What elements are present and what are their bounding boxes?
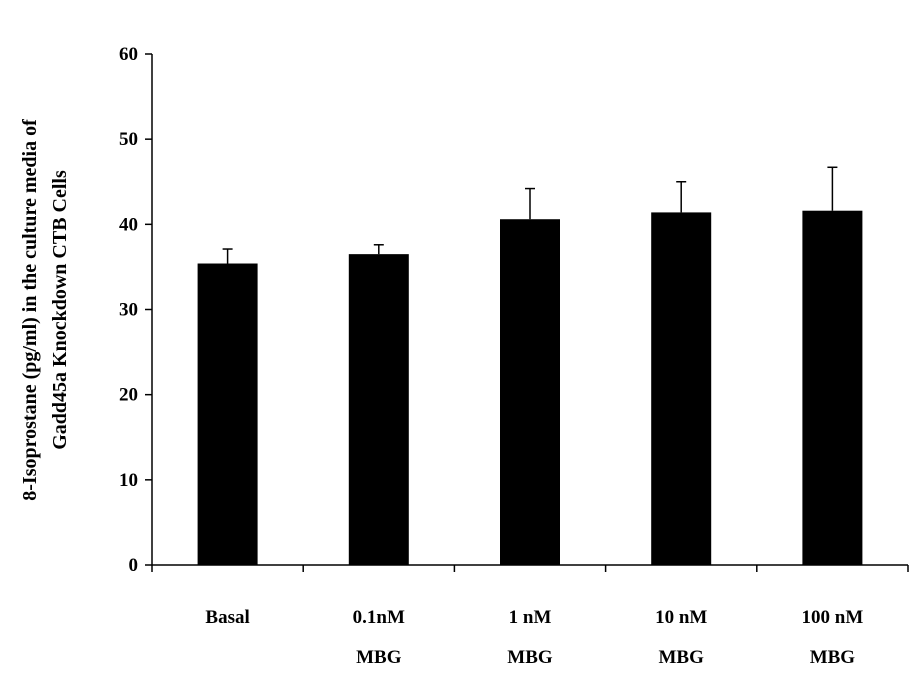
y-tick-label: 10	[119, 470, 138, 491]
x-category-label: Basal	[205, 607, 249, 628]
x-category-label: MBG	[659, 647, 705, 668]
bar	[651, 212, 712, 565]
bar	[500, 219, 560, 565]
x-category-label: MBG	[356, 647, 402, 668]
x-axis-labels: Basal 0.1nM MBG 1 nM MBG 10 nM MBG 100 nM MBG	[205, 607, 863, 668]
bar	[348, 254, 409, 565]
y-tick-label: 40	[119, 214, 138, 235]
y-axis-ticks: 0 10 20 30 40 50 60	[119, 44, 152, 576]
y-tick-label: 0	[129, 555, 139, 576]
y-axis-label-line: 8-Isoprostane (pg/ml) in the culture med…	[19, 119, 41, 501]
y-tick-label: 60	[119, 44, 138, 65]
bars	[197, 210, 863, 565]
bar	[197, 263, 258, 565]
x-category-label: 0.1nM	[353, 607, 405, 628]
x-category-label: MBG	[810, 647, 856, 668]
x-category-label: MBG	[507, 647, 553, 668]
y-axis-label: 8-Isoprostane (pg/ml) in the culture med…	[19, 119, 71, 501]
x-category-label: 100 nM	[802, 607, 864, 628]
y-tick-label: 20	[119, 385, 138, 406]
bar	[802, 210, 863, 565]
x-category-label: 1 nM	[509, 607, 552, 628]
error-bars	[222, 166, 838, 264]
y-tick-label: 30	[119, 300, 138, 321]
y-tick-label: 50	[119, 129, 138, 150]
x-category-label: 10 nM	[655, 607, 707, 628]
y-axis-label-line: Gadd45a Knockdown CTB Cells	[49, 170, 71, 450]
